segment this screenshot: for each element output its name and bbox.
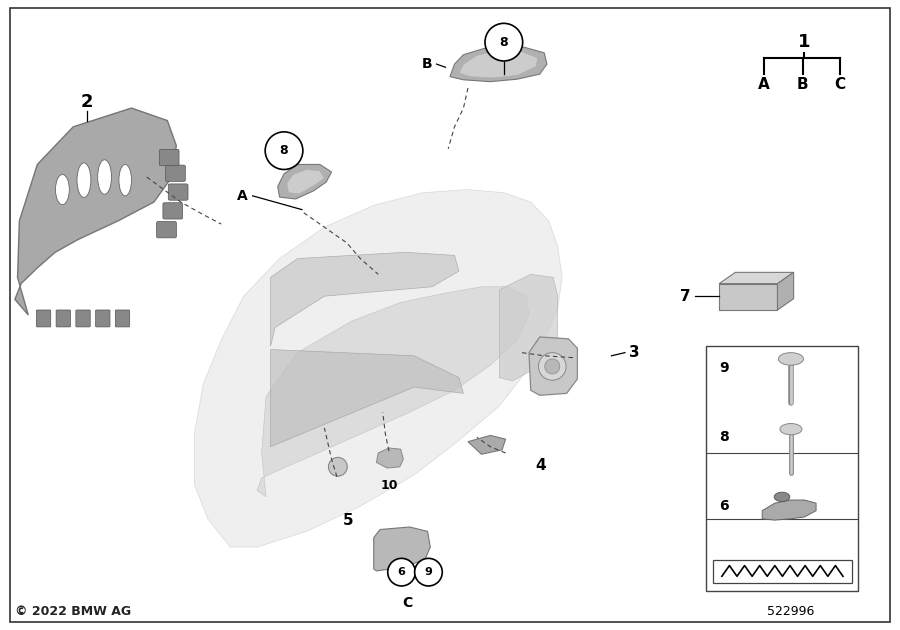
Text: 522996: 522996	[768, 605, 814, 617]
FancyBboxPatch shape	[163, 203, 183, 219]
Polygon shape	[778, 272, 794, 310]
Text: 7: 7	[680, 289, 690, 304]
Polygon shape	[194, 190, 562, 547]
Bar	[719, 284, 778, 310]
Text: 5: 5	[343, 513, 354, 527]
Ellipse shape	[119, 164, 131, 196]
Polygon shape	[719, 272, 794, 284]
Ellipse shape	[266, 132, 303, 169]
Ellipse shape	[485, 23, 523, 61]
Text: 9: 9	[719, 362, 729, 375]
FancyBboxPatch shape	[168, 184, 188, 200]
Ellipse shape	[328, 457, 347, 476]
FancyBboxPatch shape	[115, 310, 130, 327]
Text: 8: 8	[500, 36, 508, 49]
Ellipse shape	[780, 423, 802, 435]
Ellipse shape	[544, 359, 560, 374]
Text: 3: 3	[629, 345, 640, 360]
Bar	[706, 346, 859, 591]
Ellipse shape	[778, 353, 804, 365]
Polygon shape	[374, 527, 430, 571]
Text: © 2022 BMW AG: © 2022 BMW AG	[14, 605, 131, 617]
Ellipse shape	[77, 163, 91, 197]
FancyBboxPatch shape	[713, 559, 852, 583]
Text: 8: 8	[719, 430, 729, 444]
Text: 6: 6	[398, 567, 406, 577]
FancyBboxPatch shape	[157, 222, 176, 238]
Polygon shape	[287, 169, 324, 194]
Text: 2: 2	[80, 93, 93, 111]
FancyBboxPatch shape	[76, 310, 90, 327]
Text: C: C	[834, 77, 846, 92]
Polygon shape	[529, 337, 578, 395]
FancyBboxPatch shape	[56, 310, 70, 327]
Polygon shape	[459, 50, 538, 78]
Ellipse shape	[98, 160, 112, 194]
Polygon shape	[762, 500, 816, 520]
Text: A: A	[238, 189, 248, 203]
FancyBboxPatch shape	[166, 165, 185, 181]
Text: 6: 6	[719, 500, 729, 513]
FancyBboxPatch shape	[36, 310, 50, 327]
Ellipse shape	[538, 353, 566, 381]
Text: A: A	[758, 77, 770, 92]
Text: 1: 1	[798, 33, 811, 51]
Text: 4: 4	[536, 458, 546, 473]
Polygon shape	[271, 350, 464, 447]
Ellipse shape	[774, 492, 790, 501]
Polygon shape	[14, 108, 176, 315]
Text: B: B	[796, 77, 808, 92]
FancyBboxPatch shape	[95, 310, 110, 327]
Polygon shape	[500, 274, 558, 381]
Text: B: B	[421, 57, 432, 71]
Text: C: C	[401, 596, 412, 610]
Polygon shape	[271, 252, 459, 346]
Polygon shape	[278, 164, 331, 199]
Text: 8: 8	[280, 144, 288, 157]
Text: 10: 10	[380, 479, 398, 492]
Ellipse shape	[415, 558, 442, 586]
Polygon shape	[468, 435, 506, 454]
FancyBboxPatch shape	[159, 149, 179, 166]
Text: 9: 9	[425, 567, 432, 577]
Polygon shape	[257, 287, 529, 497]
Polygon shape	[376, 448, 403, 468]
Ellipse shape	[388, 558, 416, 586]
Polygon shape	[450, 47, 547, 82]
Ellipse shape	[56, 175, 69, 205]
